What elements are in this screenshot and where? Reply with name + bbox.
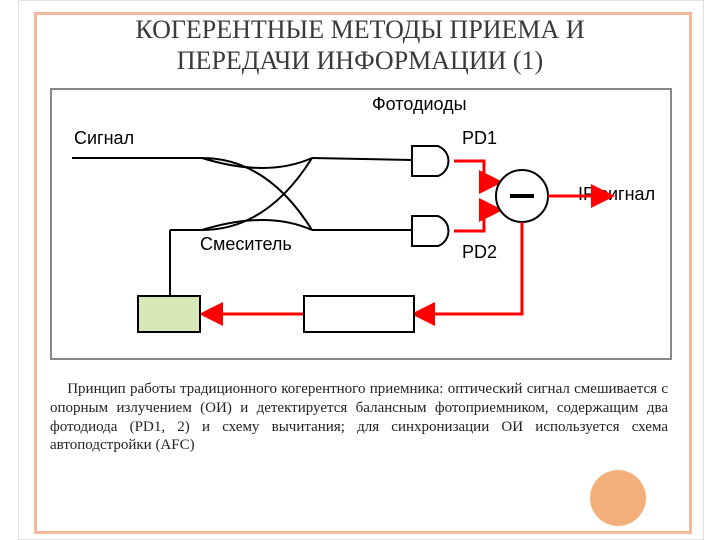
diagram-container: Сигнал Фотодиоды PD1 PD2 Смеситель IF си… — [50, 88, 672, 360]
slide-title: КОГЕРЕНТНЫЕ МЕТОДЫ ПРИЕМА И ПЕРЕДАЧИ ИНФ… — [50, 14, 670, 76]
title-line-2: ПЕРЕДАЧИ ИНФОРМАЦИИ (1) — [177, 46, 543, 75]
caption-content: Принцип работы традиционного когерентног… — [50, 381, 668, 453]
pd1-icon — [412, 146, 448, 176]
red-pd1-out — [454, 161, 484, 182]
decorative-circle — [590, 470, 646, 526]
title-line-1: КОГЕРЕНТНЫЕ МЕТОДЫ ПРИЕМА И — [135, 15, 584, 44]
pd2-icon — [412, 216, 448, 246]
oi-box — [138, 296, 200, 332]
line-to-pd1 — [312, 158, 412, 160]
afc-box — [304, 296, 414, 332]
diagram-svg — [52, 90, 670, 358]
red-pd2-out — [454, 210, 484, 231]
caption-text: Принцип работы традиционного когерентног… — [50, 380, 668, 455]
